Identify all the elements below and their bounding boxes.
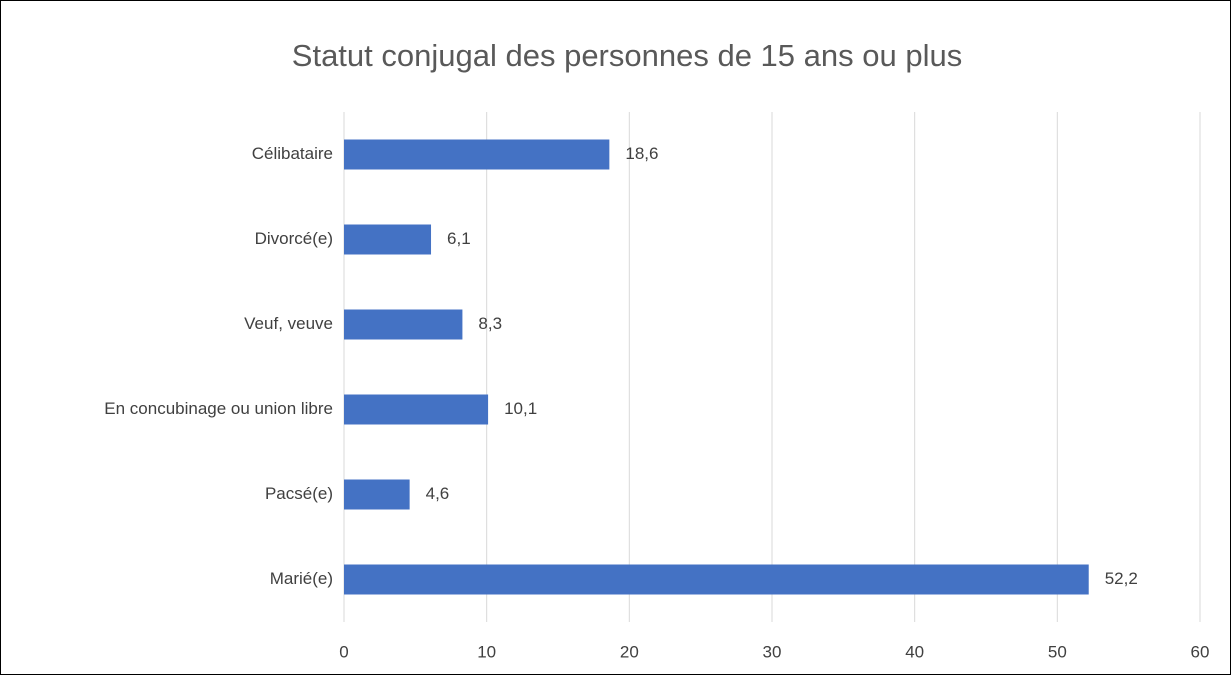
y-tick-label: Veuf, veuve bbox=[244, 314, 333, 333]
data-label: 8,3 bbox=[478, 314, 502, 333]
data-label: 10,1 bbox=[504, 399, 537, 418]
bar bbox=[344, 309, 463, 340]
data-label: 52,2 bbox=[1105, 569, 1138, 588]
y-tick-label: En concubinage ou union libre bbox=[104, 399, 333, 418]
y-tick-label: Pacsé(e) bbox=[265, 484, 333, 503]
x-tick-label: 20 bbox=[620, 642, 639, 661]
x-tick-label: 60 bbox=[1191, 642, 1210, 661]
data-label: 18,6 bbox=[625, 144, 658, 163]
bar bbox=[344, 564, 1089, 595]
bar bbox=[344, 139, 610, 170]
y-tick-label: Divorcé(e) bbox=[255, 229, 333, 248]
y-tick-label: Célibataire bbox=[252, 144, 333, 163]
bar bbox=[344, 224, 432, 255]
data-label: 6,1 bbox=[447, 229, 471, 248]
x-tick-label: 0 bbox=[339, 642, 348, 661]
bar bbox=[344, 394, 489, 425]
data-label: 4,6 bbox=[426, 484, 450, 503]
x-tick-label: 10 bbox=[477, 642, 496, 661]
x-tick-label: 30 bbox=[763, 642, 782, 661]
y-tick-label: Marié(e) bbox=[270, 569, 333, 588]
x-tick-label: 40 bbox=[905, 642, 924, 661]
x-tick-label: 50 bbox=[1048, 642, 1067, 661]
chart-title: Statut conjugal des personnes de 15 ans … bbox=[292, 38, 962, 73]
bar bbox=[344, 479, 410, 510]
